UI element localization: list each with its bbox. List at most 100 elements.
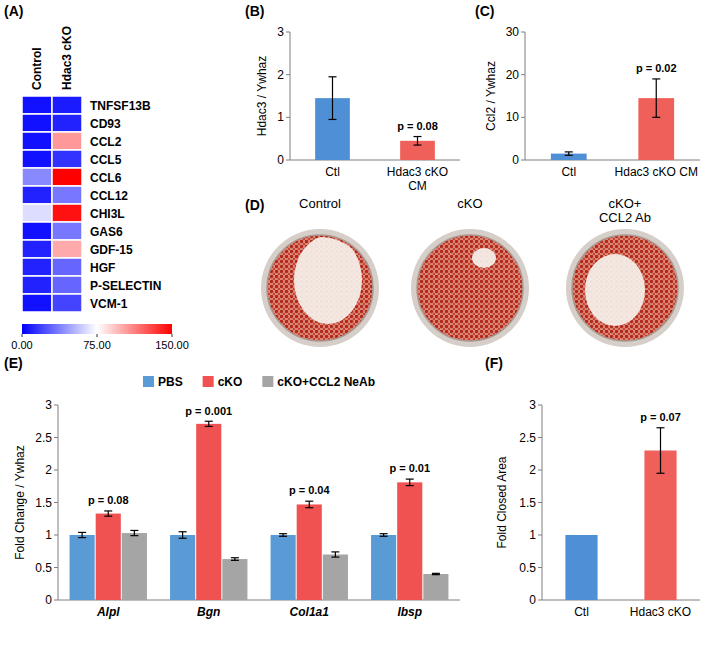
error-cap	[565, 155, 573, 156]
panel-label: (D)	[245, 197, 264, 213]
error-bar	[104, 511, 112, 516]
well-title: cKO	[457, 196, 482, 211]
well-image	[261, 229, 379, 347]
bar	[423, 574, 448, 600]
colorbar-tick-label: 0.00	[11, 339, 32, 351]
p-value: p = 0.08	[397, 120, 438, 132]
error-bar	[231, 558, 239, 561]
heatmap-cells	[22, 96, 82, 312]
tick-label: 1	[45, 528, 52, 542]
row-label: CCL12	[90, 189, 128, 203]
row-label: CCL5	[90, 153, 122, 167]
tick-mark	[538, 437, 542, 438]
error-cap	[231, 557, 239, 558]
error-bar	[78, 532, 86, 537]
p-value: p = 0.08	[88, 494, 129, 506]
error-line	[417, 137, 418, 146]
row-label: CCL2	[90, 135, 122, 149]
error-line	[656, 79, 657, 117]
y-axis	[58, 405, 59, 600]
panel-label: (A)	[4, 3, 23, 19]
category-label: Col1a1	[290, 605, 330, 619]
clear-area	[294, 236, 362, 324]
error-line	[82, 532, 83, 537]
error-cap	[205, 426, 213, 427]
label-line: Hdac3 cKO	[387, 165, 448, 179]
error-bar	[205, 421, 213, 426]
bar	[122, 533, 147, 600]
well-title: Control	[299, 196, 341, 211]
bar	[323, 555, 348, 601]
tick-label: 20	[506, 68, 520, 82]
error-cap	[329, 76, 337, 77]
category-label: Ibsp	[397, 605, 422, 619]
row-label: GDF-15	[90, 243, 133, 257]
label-line: cKO+	[609, 196, 642, 211]
bar	[644, 451, 676, 601]
well-image	[411, 229, 529, 347]
tick-label: 1.5	[35, 496, 52, 510]
error-cap	[205, 421, 213, 422]
error-cap	[104, 510, 112, 511]
legend: PBScKOcKO+CCL2 NeAb	[143, 375, 375, 389]
row-label: CCL6	[90, 171, 122, 185]
tick-label: 3	[277, 25, 284, 39]
legend-label: cKO	[218, 375, 243, 389]
well	[417, 235, 523, 341]
category-label: Alpl	[96, 605, 120, 619]
tick-label: 0	[512, 153, 519, 167]
tick-mark	[538, 535, 542, 536]
panel-label: (B)	[245, 3, 264, 19]
legend-swatch	[203, 376, 214, 387]
error-bar	[565, 152, 573, 155]
tick-label: 2	[529, 463, 536, 477]
error-bar	[329, 77, 337, 120]
tick-mark	[538, 567, 542, 568]
heatmap-cell	[52, 294, 82, 312]
well-plate	[411, 229, 529, 347]
error-cap	[179, 538, 187, 539]
error-bar	[432, 573, 440, 574]
heatmap-cell	[52, 258, 82, 276]
error-line	[409, 479, 410, 486]
row-label: VCM-1	[90, 297, 128, 311]
error-bar	[179, 532, 187, 539]
category-label: Hdac3 cKO CM	[615, 165, 698, 179]
heatmap-cell	[22, 150, 52, 168]
error-bar	[380, 534, 388, 537]
error-cap	[329, 119, 337, 120]
heatmap-cell	[52, 168, 82, 186]
heatmap-cell	[52, 276, 82, 294]
axis-title: Fold Closed Area	[495, 456, 509, 548]
y-axis	[525, 32, 526, 160]
heatmap-cell	[52, 150, 82, 168]
legend-swatch	[143, 376, 154, 387]
category-label: Hdac3 cKOCM	[387, 165, 448, 193]
bars	[315, 77, 435, 160]
error-cap	[432, 573, 440, 574]
panel-label: (C)	[475, 3, 494, 19]
background	[0, 0, 709, 656]
error-bar	[414, 137, 422, 146]
well-image	[566, 229, 684, 347]
error-cap	[279, 533, 287, 534]
tick-label: 3	[529, 398, 536, 412]
error-line	[332, 77, 333, 120]
error-line	[134, 530, 135, 535]
panel-label: (E)	[4, 355, 23, 371]
label-line: CCL2 Ab	[599, 210, 651, 225]
row-label: HGF	[90, 261, 115, 275]
heatmap-cell	[52, 96, 82, 114]
well-plate	[261, 229, 379, 347]
p-value: p = 0.001	[185, 405, 232, 417]
tick-mark	[54, 405, 58, 406]
well-plate	[566, 229, 684, 347]
heatmap-cell	[22, 96, 52, 114]
colorbar-tick	[22, 334, 23, 337]
clear-area	[585, 254, 645, 326]
p-value: p = 0.07	[640, 411, 681, 423]
tick-mark	[286, 32, 290, 33]
axis-title: Hdac3 / Ywhaz	[255, 56, 269, 137]
heatmap-cell	[22, 204, 52, 222]
tick-label: 0.5	[519, 561, 536, 575]
